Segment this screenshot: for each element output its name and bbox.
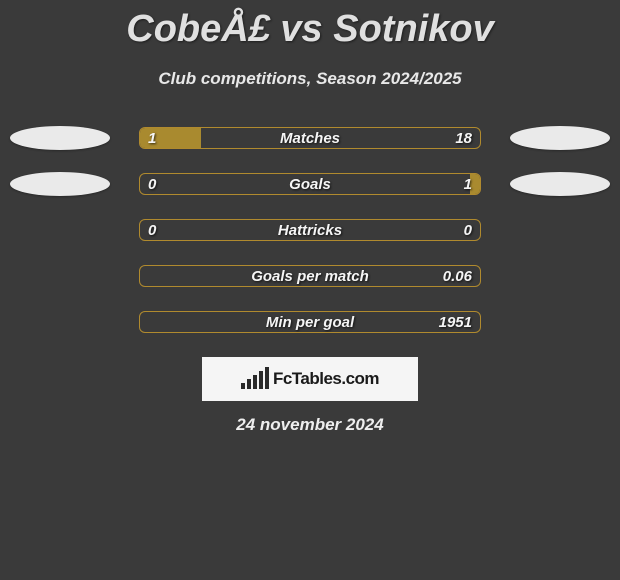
stat-bar: Min per goal1951 bbox=[139, 311, 481, 333]
stat-value-right: 1 bbox=[464, 174, 472, 194]
logo-bar-segment bbox=[265, 367, 269, 389]
stat-value-right: 0 bbox=[464, 220, 472, 240]
logo-bar-segment bbox=[253, 375, 257, 389]
stat-label: Goals bbox=[140, 174, 480, 194]
player-marker-right bbox=[510, 172, 610, 196]
logo-bar-segment bbox=[241, 383, 245, 389]
player-marker-right bbox=[510, 126, 610, 150]
stat-label: Hattricks bbox=[140, 220, 480, 240]
player-marker-left bbox=[10, 126, 110, 150]
stat-row: 0Goals1 bbox=[0, 173, 620, 195]
subtitle: Club competitions, Season 2024/2025 bbox=[0, 69, 620, 89]
stat-row: Goals per match0.06 bbox=[0, 265, 620, 287]
bar-chart-icon bbox=[241, 369, 269, 389]
stat-value-right: 18 bbox=[455, 128, 472, 148]
stat-bar: 0Hattricks0 bbox=[139, 219, 481, 241]
stat-row: 1Matches18 bbox=[0, 127, 620, 149]
player-marker-left bbox=[10, 172, 110, 196]
stat-bar: 0Goals1 bbox=[139, 173, 481, 195]
logo-bar-segment bbox=[259, 371, 263, 389]
date-label: 24 november 2024 bbox=[0, 415, 620, 435]
page-title: CobeÅ£ vs Sotnikov bbox=[0, 0, 620, 51]
stats-container: 1Matches180Goals10Hattricks0Goals per ma… bbox=[0, 127, 620, 333]
stat-row: Min per goal1951 bbox=[0, 311, 620, 333]
stat-bar: Goals per match0.06 bbox=[139, 265, 481, 287]
stat-value-right: 1951 bbox=[439, 312, 472, 332]
logo-bar-segment bbox=[247, 379, 251, 389]
stat-row: 0Hattricks0 bbox=[0, 219, 620, 241]
source-logo[interactable]: FcTables.com bbox=[202, 357, 418, 401]
stat-label: Min per goal bbox=[140, 312, 480, 332]
stat-label: Matches bbox=[140, 128, 480, 148]
logo-inner: FcTables.com bbox=[241, 369, 379, 389]
logo-text: FcTables.com bbox=[273, 369, 379, 389]
stat-value-right: 0.06 bbox=[443, 266, 472, 286]
stat-bar: 1Matches18 bbox=[139, 127, 481, 149]
stat-label: Goals per match bbox=[140, 266, 480, 286]
